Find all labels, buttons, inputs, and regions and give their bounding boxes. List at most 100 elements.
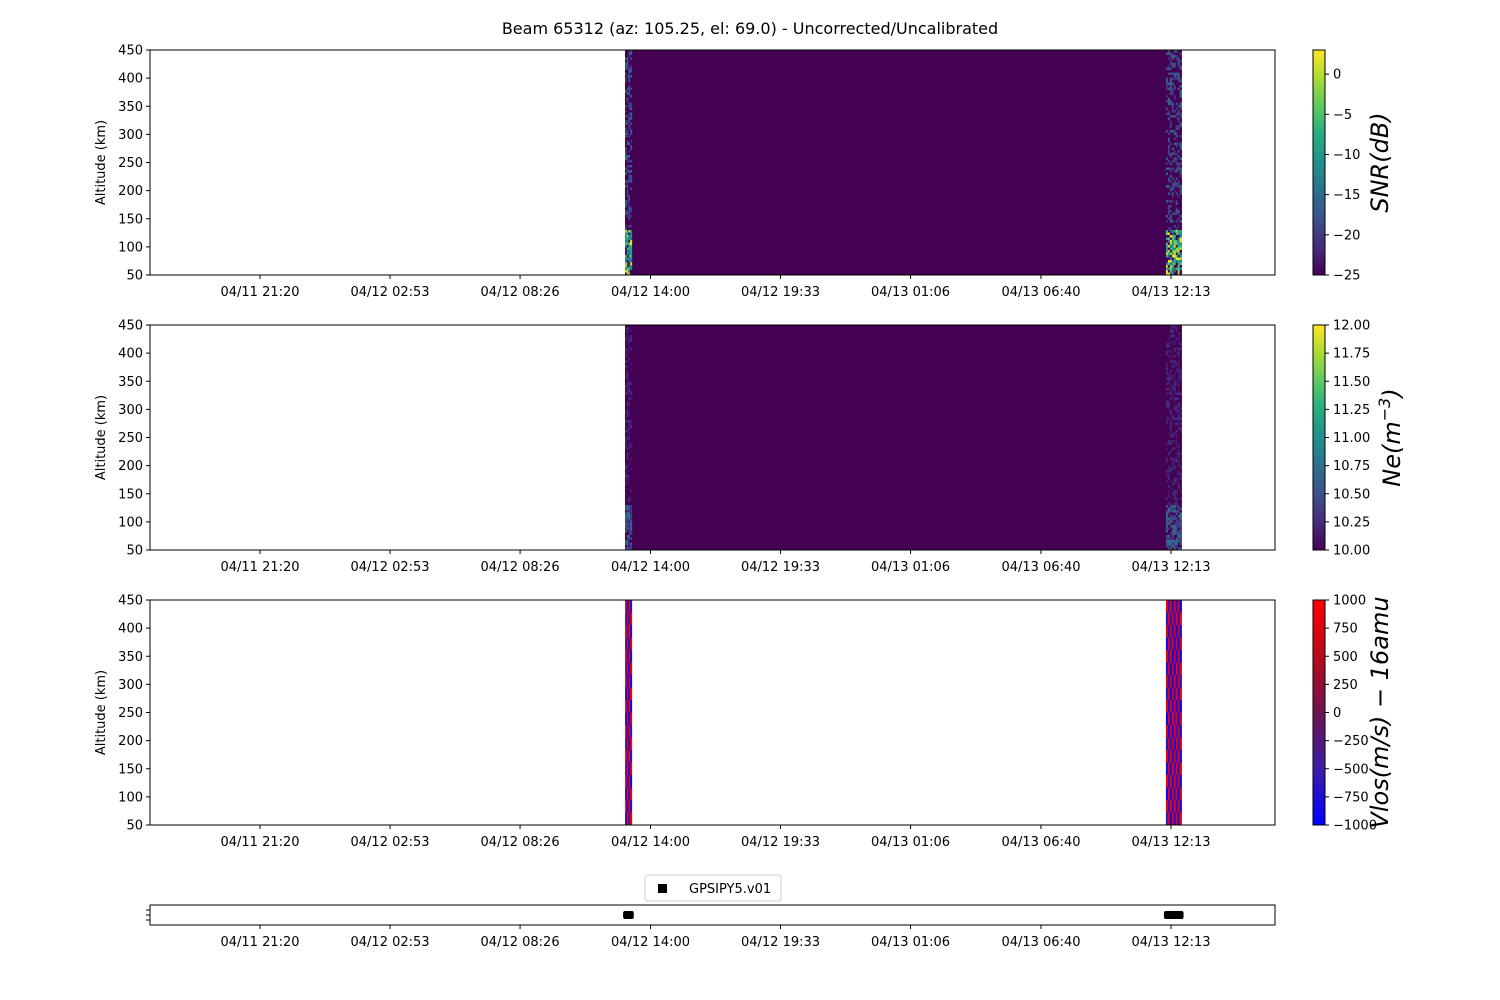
heatmap-cell bbox=[630, 480, 633, 483]
heatmap-cell bbox=[1173, 490, 1177, 493]
heatmap-cell bbox=[1173, 157, 1177, 161]
heatmap-cell bbox=[1179, 480, 1182, 483]
heatmap-cell bbox=[1167, 185, 1171, 188]
y-tick-label: 450 bbox=[118, 44, 143, 59]
heatmap-cell bbox=[1177, 270, 1180, 273]
heatmap-cell bbox=[628, 370, 631, 373]
heatmap-cell bbox=[1171, 257, 1175, 261]
heatmap-cell bbox=[1173, 432, 1177, 436]
heatmap-cell bbox=[1173, 130, 1177, 133]
heatmap-cell bbox=[1175, 545, 1179, 548]
heatmap-cell bbox=[630, 422, 633, 426]
heatmap-cell bbox=[1175, 175, 1179, 178]
heatmap-cell bbox=[630, 762, 633, 776]
heatmap-cell bbox=[1169, 377, 1173, 381]
heatmap-cell bbox=[1175, 327, 1179, 331]
heatmap-cell bbox=[630, 477, 633, 481]
heatmap-cell bbox=[626, 435, 629, 438]
heatmap-cell bbox=[626, 77, 629, 81]
heatmap-cell bbox=[1179, 385, 1182, 388]
heatmap-cell bbox=[626, 75, 629, 78]
heatmap-cell bbox=[1167, 687, 1171, 701]
heatmap-cell bbox=[1169, 152, 1173, 156]
heatmap-cell bbox=[626, 495, 629, 498]
heatmap-cell bbox=[626, 520, 629, 523]
heatmap-cell bbox=[625, 700, 628, 713]
heatmap-cell bbox=[1179, 345, 1182, 348]
heatmap-cell bbox=[628, 365, 631, 368]
heatmap-cell bbox=[1177, 190, 1180, 193]
heatmap-cell bbox=[1167, 400, 1171, 403]
heatmap-cell bbox=[1167, 387, 1171, 391]
heatmap-cell bbox=[1165, 145, 1169, 148]
heatmap-cell bbox=[1171, 180, 1175, 183]
heatmap-cell bbox=[1177, 125, 1180, 128]
heatmap-cell bbox=[1167, 65, 1171, 68]
heatmap-cell bbox=[1179, 392, 1182, 396]
heatmap-cell bbox=[1171, 495, 1175, 498]
heatmap-cell bbox=[625, 380, 628, 383]
heatmap-cell bbox=[626, 430, 629, 433]
heatmap-cell bbox=[1173, 467, 1177, 471]
colorbar bbox=[1312, 599, 1326, 826]
heatmap-cell bbox=[1179, 397, 1182, 401]
heatmap-cell bbox=[1169, 77, 1173, 81]
heatmap-cell bbox=[1171, 252, 1175, 256]
heatmap-cell bbox=[1167, 335, 1171, 338]
heatmap-cell bbox=[1179, 402, 1182, 406]
heatmap-cell bbox=[1177, 445, 1180, 448]
heatmap-cell bbox=[1177, 122, 1180, 126]
heatmap-cell bbox=[1165, 227, 1169, 231]
heatmap-cell bbox=[625, 207, 628, 211]
heatmap-cell bbox=[1177, 355, 1180, 358]
heatmap-cell bbox=[1177, 232, 1180, 236]
heatmap-cell bbox=[626, 185, 629, 188]
heatmap-cell bbox=[630, 355, 633, 358]
heatmap-cell bbox=[630, 352, 633, 356]
heatmap-cell bbox=[1167, 490, 1171, 493]
heatmap-cell bbox=[1165, 370, 1169, 373]
heatmap-cell bbox=[1177, 200, 1180, 203]
heatmap-cell bbox=[1179, 90, 1182, 93]
heatmap-cell bbox=[626, 377, 629, 381]
x-tick-label: 04/13 01:06 bbox=[871, 285, 950, 300]
heatmap-cell bbox=[1167, 270, 1171, 273]
heatmap-cell bbox=[1165, 497, 1169, 501]
heatmap-cell bbox=[1179, 600, 1182, 613]
heatmap-cell bbox=[1179, 160, 1182, 163]
heatmap-cell bbox=[1173, 92, 1177, 96]
heatmap-cell bbox=[1177, 85, 1180, 88]
heatmap-cell bbox=[1171, 545, 1175, 548]
heatmap-cell bbox=[1171, 450, 1175, 453]
heatmap-cell bbox=[1177, 60, 1180, 63]
heatmap-cell bbox=[1167, 435, 1171, 438]
heatmap-cell bbox=[1165, 787, 1169, 801]
heatmap-cell bbox=[1173, 117, 1177, 121]
heatmap-cell bbox=[1175, 492, 1179, 496]
heatmap-cell bbox=[1177, 50, 1180, 53]
heatmap-cell bbox=[1167, 337, 1171, 341]
heatmap-cell bbox=[1171, 212, 1175, 216]
heatmap-cell bbox=[625, 547, 628, 550]
heatmap-cell bbox=[1175, 255, 1179, 258]
heatmap-cell bbox=[1179, 540, 1182, 543]
heatmap-cell bbox=[628, 220, 631, 223]
heatmap-cell bbox=[1169, 190, 1173, 193]
heatmap-cell bbox=[1173, 650, 1177, 663]
heatmap-cell bbox=[1171, 400, 1175, 403]
heatmap-cell bbox=[1167, 472, 1171, 476]
heatmap-cell bbox=[1167, 130, 1171, 133]
heatmap-cell bbox=[1171, 362, 1175, 366]
heatmap-cell bbox=[1173, 452, 1177, 456]
heatmap-cell bbox=[1167, 377, 1171, 381]
heatmap-cell bbox=[630, 80, 633, 83]
heatmap-cell bbox=[1175, 505, 1179, 508]
heatmap-cell bbox=[626, 712, 629, 726]
heatmap-cell bbox=[1179, 420, 1182, 423]
heatmap-cell bbox=[628, 267, 631, 271]
heatmap-cell bbox=[1165, 250, 1169, 253]
y-tick-label: 250 bbox=[118, 156, 143, 171]
heatmap-cell bbox=[628, 377, 631, 381]
heatmap-cell bbox=[628, 420, 631, 423]
x-tick-label: 04/12 02:53 bbox=[351, 935, 430, 950]
